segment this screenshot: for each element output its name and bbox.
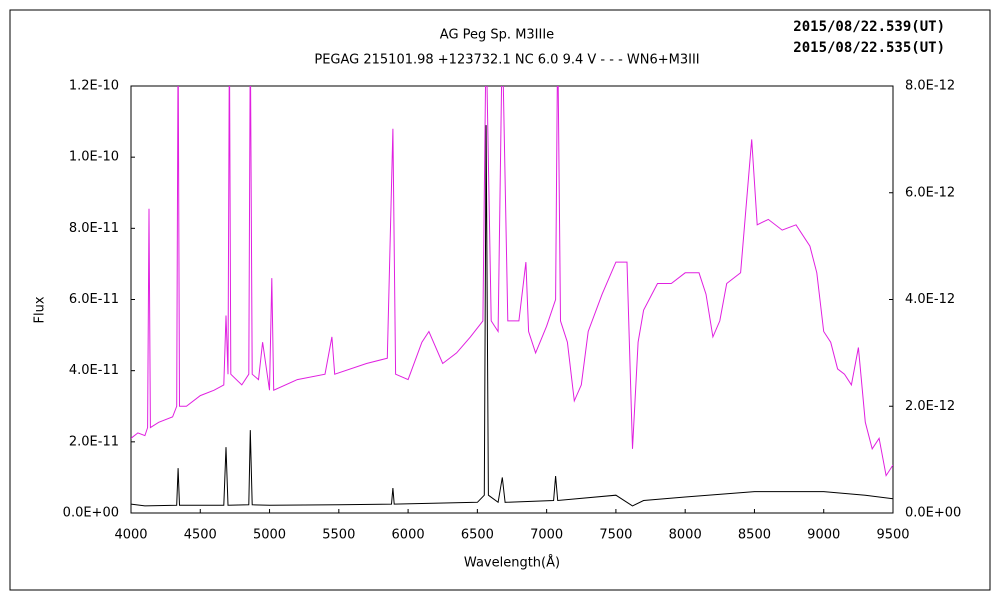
x-tick-label: 8000: [669, 528, 702, 543]
y-tick-label: 0.0E+00: [63, 506, 119, 521]
plot-clip: [131, 86, 893, 507]
y2-tick-label: 4.0E-12: [905, 292, 955, 307]
x-tick-label: 7500: [599, 528, 632, 543]
x-tick-label: 8500: [738, 528, 771, 543]
y-tick-label: 8.0E-11: [69, 221, 119, 236]
x-tick-label: 6500: [461, 528, 494, 543]
y-tick-label: 2.0E-11: [69, 434, 119, 449]
x-tick-label: 7000: [530, 528, 563, 543]
y-axis-label: Flux: [33, 296, 48, 323]
y-tick-label: 6.0E-11: [69, 292, 119, 307]
x-axis-label: Wavelength(Å): [464, 555, 560, 571]
x-tick-label: 5000: [253, 528, 286, 543]
y2-tick-label: 2.0E-12: [905, 399, 955, 414]
y2-tick-label: 0.0E+00: [905, 506, 961, 521]
y-tick-label: 1.2E-10: [69, 79, 119, 94]
x-tick-label: 9500: [876, 528, 909, 543]
x-tick-label: 5500: [322, 528, 355, 543]
x-tick-label: 9000: [807, 528, 840, 543]
y2-tick-label: 6.0E-12: [905, 185, 955, 200]
chart-subtitle: PEGAG 215101.98 +123732.1 NC 6.0 9.4 V -…: [314, 53, 699, 68]
y2-tick-label: 8.0E-12: [905, 79, 955, 94]
spectrum-line: [131, 86, 893, 477]
y-tick-label: 4.0E-11: [69, 363, 119, 378]
legend-entry: 2015/08/22.539(UT): [793, 19, 945, 35]
x-tick-label: 4500: [184, 528, 217, 543]
x-tick-label: 4000: [114, 528, 147, 543]
frame: [9, 9, 991, 591]
legend-entry: 2015/08/22.535(UT): [793, 40, 945, 56]
chart-title: AG Peg Sp. M3IIIe: [440, 28, 554, 43]
y-tick-label: 1.0E-10: [69, 150, 119, 165]
spectrum-line: [131, 125, 893, 507]
x-tick-label: 6000: [392, 528, 425, 543]
